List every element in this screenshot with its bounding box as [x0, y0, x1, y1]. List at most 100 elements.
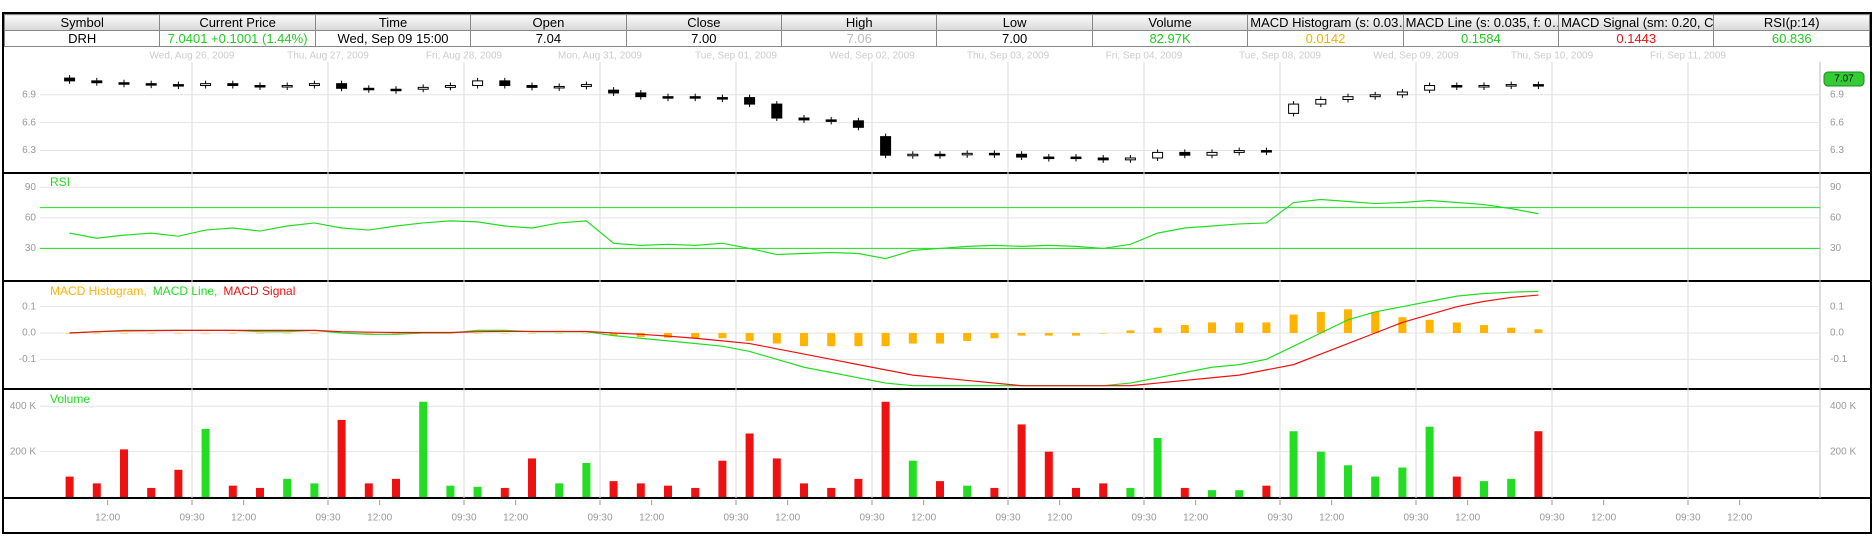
y-tick-label-right: 0.0 — [1830, 328, 1844, 339]
candle — [608, 89, 620, 94]
date-label: Fri, Sep 04, 2009 — [1106, 51, 1183, 62]
volume-bar — [174, 469, 183, 497]
quote-table: Symbol Current Price Time Open Close High Low V… — [3, 14, 1870, 47]
candle — [825, 119, 837, 122]
y-tick-label: 6.3 — [22, 145, 36, 156]
date-label: Thu, Aug 27, 2009 — [287, 51, 369, 62]
candle — [553, 85, 565, 89]
y-tick-label-right: 60 — [1830, 212, 1842, 223]
histogram-bar — [1425, 319, 1434, 333]
candle — [1424, 85, 1436, 91]
cell: 7.00 — [625, 30, 783, 47]
cell: 0.1443 — [1558, 30, 1715, 47]
histogram-bar — [174, 332, 183, 334]
histogram-bar — [473, 332, 482, 334]
column-header: Volume — [1091, 14, 1249, 31]
histogram-bar — [691, 332, 700, 339]
date-label: Fri, Aug 28, 2009 — [426, 51, 503, 62]
candle — [1396, 91, 1408, 96]
volume-bar — [800, 483, 808, 497]
y-tick-label-right: 0.1 — [1830, 301, 1844, 312]
histogram-bar — [1507, 327, 1516, 333]
candle — [336, 83, 348, 89]
candle — [1369, 94, 1381, 98]
last-price-label: 7.07 — [1834, 74, 1854, 85]
candle — [1206, 151, 1218, 156]
frame — [2, 12, 1872, 534]
volume-bar — [528, 458, 536, 497]
column-header: Symbol — [3, 14, 161, 31]
histogram-bar — [1235, 322, 1244, 333]
candle — [118, 82, 130, 85]
histogram-bar — [147, 332, 156, 334]
x-tick-label: 09:30 — [859, 513, 884, 524]
volume-bar — [582, 462, 591, 497]
volume-bar — [691, 487, 700, 497]
histogram-bar — [201, 332, 210, 334]
volume-bar — [1316, 451, 1325, 497]
date-label: Wed, Aug 26, 2009 — [150, 51, 235, 62]
histogram-bar — [908, 332, 917, 344]
candle — [1124, 157, 1136, 161]
histogram-bar — [745, 332, 754, 341]
y-tick-label: 6.6 — [22, 117, 36, 128]
x-tick-label: 12:00 — [95, 513, 120, 524]
candle — [934, 153, 946, 157]
x-tick-label: 09:30 — [995, 513, 1020, 524]
histogram-bar — [528, 332, 536, 334]
histogram-bar — [1208, 322, 1216, 333]
x-tick-label: 12:00 — [231, 513, 256, 524]
candle — [254, 85, 266, 88]
x-tick-label: 12:00 — [775, 513, 800, 524]
volume-bar — [500, 487, 509, 497]
volume-bar — [609, 481, 618, 497]
candle — [444, 85, 456, 88]
cell: 7.04 — [470, 30, 627, 47]
candle — [1532, 84, 1544, 87]
y-tick-label-right: 200 K — [1830, 446, 1856, 457]
date-label: Tue, Sep 01, 2009 — [695, 51, 777, 62]
candle — [281, 85, 293, 88]
date-label: Tue, Sep 08, 2009 — [1239, 51, 1321, 62]
histogram-bar — [1534, 329, 1543, 333]
histogram-bar — [92, 332, 101, 334]
x-tick-label: 12:00 — [1319, 513, 1344, 524]
candle — [1260, 150, 1272, 153]
cell: 7.06 — [781, 30, 938, 47]
date-label: Fri, Sep 11, 2009 — [1650, 51, 1726, 62]
volume-bar — [1425, 426, 1434, 497]
x-tick-label: 09:30 — [1267, 513, 1292, 524]
candle — [961, 152, 973, 156]
volume-bar — [827, 487, 836, 497]
histogram-bar — [256, 332, 264, 334]
candle — [200, 83, 212, 87]
volume-bar — [419, 401, 428, 497]
volume-bar — [908, 460, 917, 497]
x-tick-label: 09:30 — [1403, 513, 1428, 524]
cell: 0.0142 — [1247, 30, 1404, 47]
y-tick-label-right: 30 — [1830, 243, 1842, 254]
histogram-bar — [1126, 330, 1135, 333]
volume-bar — [1072, 487, 1080, 497]
volume-bar — [1126, 487, 1135, 497]
cell: 82.97K — [1091, 30, 1249, 47]
volume-bar — [881, 401, 890, 497]
x-tick-label: 12:00 — [639, 513, 664, 524]
candle — [1152, 151, 1164, 159]
candle — [227, 83, 239, 87]
volume-bar — [636, 483, 645, 497]
histogram-bar — [1289, 314, 1298, 333]
candle — [716, 97, 728, 100]
x-tick-label: 12:00 — [1727, 513, 1752, 524]
volume-bar — [854, 478, 863, 497]
y-tick-label-right: 400 K — [1830, 401, 1856, 412]
volume-bar — [1534, 431, 1543, 497]
y-tick-label: 30 — [25, 243, 37, 254]
candle — [417, 86, 429, 90]
last-price-marker — [1823, 71, 1865, 87]
volume-bar — [473, 486, 482, 497]
volume-bar — [963, 485, 972, 497]
volume-bar — [1480, 481, 1488, 497]
candle — [1478, 85, 1490, 88]
